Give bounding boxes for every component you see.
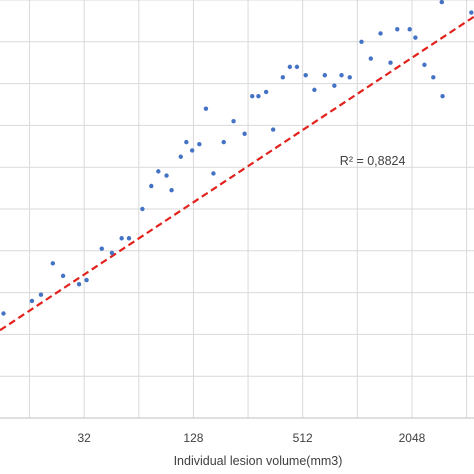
data-point bbox=[84, 277, 89, 283]
data-point bbox=[294, 64, 300, 70]
data-point bbox=[169, 187, 174, 193]
data-point bbox=[126, 236, 132, 241]
data-point bbox=[184, 139, 189, 145]
data-point bbox=[312, 87, 317, 93]
data-point bbox=[211, 171, 216, 176]
x-tick-labels: 32 128 512 2048 bbox=[77, 431, 425, 445]
data-point bbox=[303, 73, 308, 78]
data-points bbox=[1, 0, 474, 316]
data-point bbox=[395, 27, 400, 32]
data-point bbox=[1, 311, 6, 316]
data-point bbox=[242, 131, 247, 136]
data-point bbox=[60, 273, 66, 279]
data-point bbox=[368, 56, 374, 61]
data-point bbox=[287, 64, 293, 70]
data-point bbox=[263, 89, 269, 95]
data-point bbox=[149, 183, 154, 189]
data-point bbox=[388, 60, 393, 65]
x-tick-label: 128 bbox=[183, 431, 203, 445]
x-axis-title: Individual lesion volume(mm3) bbox=[174, 454, 343, 468]
data-point bbox=[164, 173, 169, 178]
data-point bbox=[347, 75, 352, 80]
data-point bbox=[439, 0, 444, 5]
data-point bbox=[203, 106, 209, 111]
data-point bbox=[422, 62, 427, 67]
data-point bbox=[407, 27, 412, 32]
data-point bbox=[109, 250, 115, 256]
data-point bbox=[156, 169, 161, 174]
data-point bbox=[38, 292, 44, 297]
data-point bbox=[140, 206, 145, 212]
data-point bbox=[280, 75, 286, 80]
data-point bbox=[76, 282, 82, 287]
data-point bbox=[270, 127, 276, 132]
data-point bbox=[256, 93, 261, 99]
data-point bbox=[359, 39, 364, 44]
data-point bbox=[332, 83, 337, 88]
x-tick-label: 2048 bbox=[399, 431, 426, 445]
x-tick-label: 512 bbox=[293, 431, 313, 445]
x-tick-label: 32 bbox=[77, 431, 91, 445]
trendline-group bbox=[0, 15, 474, 332]
data-point bbox=[250, 93, 255, 99]
data-point bbox=[119, 236, 124, 241]
data-point bbox=[378, 31, 383, 36]
data-point bbox=[50, 261, 56, 266]
data-point bbox=[339, 73, 344, 78]
data-point bbox=[231, 119, 236, 124]
data-point bbox=[178, 154, 183, 159]
data-point bbox=[197, 142, 202, 147]
data-point bbox=[221, 139, 226, 145]
data-point bbox=[29, 298, 35, 304]
data-point bbox=[413, 35, 418, 40]
data-point bbox=[469, 10, 474, 15]
data-point bbox=[99, 246, 104, 251]
data-point bbox=[440, 93, 445, 99]
data-point bbox=[322, 73, 328, 78]
data-point bbox=[189, 148, 195, 153]
trendline bbox=[0, 15, 474, 332]
data-point bbox=[431, 75, 436, 80]
gridlines bbox=[0, 0, 474, 418]
r-squared-annotation: R² = 0,8824 bbox=[340, 154, 406, 168]
